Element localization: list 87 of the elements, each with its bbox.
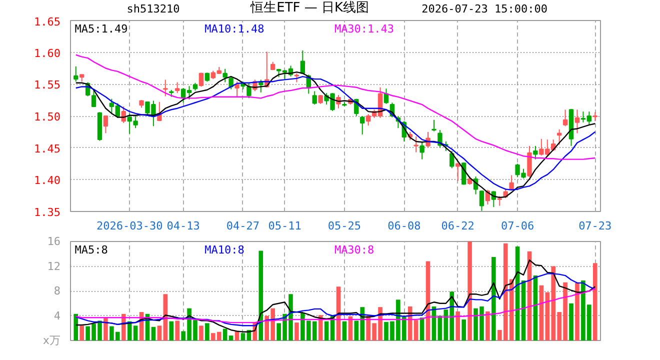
candlestick: [222, 68, 228, 83]
candlestick: [450, 150, 454, 169]
text: MA30:1.43: [334, 22, 394, 36]
bar: [151, 326, 156, 340]
y-tick-label: 4: [54, 309, 61, 322]
bar: [175, 320, 180, 340]
text: MA10:1.48: [204, 22, 264, 36]
text: MA5:1.49: [74, 22, 128, 36]
bar: [258, 250, 264, 340]
candlestick: [234, 81, 240, 98]
bar: [169, 321, 174, 340]
candlestick: [174, 82, 180, 94]
y-tick-label: 1.50: [34, 110, 61, 124]
x-tick-label: 07-23: [578, 220, 612, 232]
bar: [222, 328, 228, 340]
text: MA10:8: [204, 244, 244, 256]
candlestick: [497, 196, 502, 206]
x-tick-label: 04-27: [226, 220, 260, 232]
x-tick-label: 07-06: [500, 220, 534, 232]
line-series: [75, 54, 596, 160]
y-tick-label: x万: [42, 334, 60, 347]
bar: [592, 263, 598, 340]
candlestick: [228, 76, 234, 90]
bar: [74, 314, 78, 340]
y-tick-label: 1.55: [34, 78, 61, 92]
candlestick: [479, 190, 484, 212]
bar: [342, 321, 347, 340]
candlestick: [420, 140, 424, 160]
candlestick: [91, 89, 96, 108]
bar: [157, 326, 162, 340]
candlestick: [198, 72, 204, 88]
candlestick: [432, 119, 436, 132]
text: 2026-07-23 15:00:00: [422, 2, 548, 16]
bar: [240, 333, 246, 340]
y-tick-label: 1.60: [34, 46, 61, 60]
candlestick: [246, 82, 252, 99]
candlestick: [414, 136, 418, 153]
bar: [462, 319, 466, 340]
y-tick-label: 8: [54, 284, 60, 298]
candlestick: [438, 130, 442, 148]
candlestick: [360, 116, 365, 135]
candlestick: [74, 66, 78, 82]
y-tick-label: 12: [47, 260, 61, 273]
bar: [294, 322, 299, 340]
x-tick-label: 05-11: [268, 220, 302, 232]
line-series: [75, 273, 596, 326]
bar: [575, 282, 580, 340]
candlestick: [562, 109, 568, 127]
text: MA30:8: [334, 244, 374, 256]
candlestick: [163, 79, 168, 97]
bar: [228, 336, 234, 340]
line-series: [75, 288, 596, 324]
x-tick-label: 06-22: [441, 220, 474, 232]
x-tick-label: 04-13: [166, 220, 200, 232]
text: MA5:8: [74, 244, 108, 256]
bar: [456, 311, 460, 340]
candlestick: [312, 90, 317, 106]
x-tick-label: 05-25: [328, 220, 362, 232]
bar: [133, 326, 138, 340]
candlestick: [258, 79, 264, 93]
candlestick: [456, 162, 460, 182]
candlestick: [556, 128, 562, 146]
x-tick-label: 06-08: [388, 220, 421, 232]
y-tick-label: 1.40: [34, 174, 61, 188]
chart-title: 恒生ETF — 日K线图: [250, 0, 370, 16]
bar: [486, 311, 490, 340]
bar: [80, 326, 84, 340]
candlestick: [103, 116, 108, 134]
bar: [569, 303, 574, 340]
line-series: [75, 259, 596, 332]
candlestick: [527, 145, 532, 178]
bar: [104, 318, 108, 340]
y-tick-label: 16: [47, 235, 61, 248]
y-tick-label: 1.35: [34, 206, 61, 219]
candlestick: [574, 109, 580, 134]
bar: [468, 242, 472, 340]
y-tick-label: 1.45: [34, 142, 61, 156]
bar: [121, 314, 126, 340]
candlestick: [533, 145, 538, 160]
bar: [205, 323, 210, 340]
bar: [199, 326, 204, 340]
x-tick-label: 2026-03-30: [96, 220, 163, 232]
candlestick: [509, 174, 514, 190]
bar: [492, 256, 496, 340]
bar: [324, 321, 329, 340]
text: sh513210: [126, 2, 180, 16]
y-tick-label: 1.65: [34, 16, 61, 28]
